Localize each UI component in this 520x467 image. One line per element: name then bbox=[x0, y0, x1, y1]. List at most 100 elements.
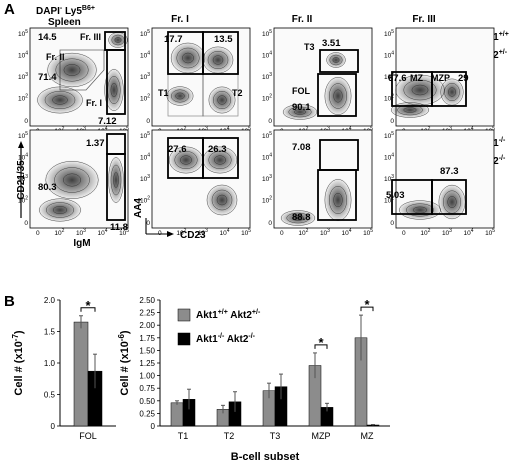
panel-letter-b: B bbox=[4, 293, 15, 310]
flow-x-tick-label: 103 bbox=[442, 228, 452, 237]
gate-label-fr-i: Fr. I bbox=[86, 98, 102, 108]
flow-y-tick-label: 105 bbox=[384, 131, 394, 140]
flow-y-tick-label: 105 bbox=[140, 29, 150, 38]
significance-bracket bbox=[360, 306, 374, 312]
flow-density-blob bbox=[108, 156, 124, 204]
gates-row1-panel1: Fr. III Fr. II Fr. I 14.5 71.4 7.12 bbox=[38, 31, 126, 127]
flow-contour bbox=[403, 79, 437, 101]
flow-contour bbox=[175, 92, 185, 100]
flow-density-blob bbox=[398, 200, 442, 220]
y-tick-label: 1.75 bbox=[139, 334, 155, 343]
flow-density-blob bbox=[280, 210, 316, 226]
pct-r1p1-a: 14.5 bbox=[38, 32, 57, 43]
gate-label-mz: MZ bbox=[410, 73, 423, 83]
significance-bracket bbox=[80, 307, 96, 312]
bar-charts: 0 0.5 1.0 1.5 2.0 Cell # (x10-7) FOL * 0 0.25 0.50… bbox=[11, 296, 390, 463]
flow-contour bbox=[55, 58, 89, 82]
flow-y-tick-label: 103 bbox=[262, 174, 272, 183]
flow-y-tick-label: 102 bbox=[18, 94, 28, 103]
flow-contour bbox=[110, 164, 122, 196]
x-tick-label: MZP bbox=[312, 431, 331, 441]
flow-y-tick-label: 102 bbox=[262, 196, 272, 205]
gate-fr-ii bbox=[59, 49, 105, 91]
flow-x-tick-label: 105 bbox=[119, 228, 129, 237]
y-tick-label: 0.75 bbox=[139, 384, 155, 393]
axis-label-cd23: CD23 bbox=[180, 230, 206, 241]
gates-row1-panel3: T3 FOL 3.51 90.1 bbox=[292, 38, 359, 117]
legend-swatch bbox=[177, 332, 191, 346]
flow-density-blob bbox=[202, 146, 238, 174]
flow-y-tick-label: 103 bbox=[262, 72, 272, 81]
flow-x-tick-label: 102 bbox=[54, 228, 64, 237]
x-tick-label: T2 bbox=[224, 431, 235, 441]
flow-density-blob bbox=[36, 86, 84, 114]
significance-star: * bbox=[318, 335, 324, 350]
pct-r1p3-a: 3.51 bbox=[322, 38, 341, 49]
flow-density-blob bbox=[166, 86, 194, 106]
pct-r2p3-a: 7.08 bbox=[292, 142, 311, 153]
x-tick-label: T3 bbox=[270, 431, 281, 441]
y-tick-label: 1.00 bbox=[139, 372, 155, 381]
flow-contour bbox=[208, 151, 232, 169]
flow-contour bbox=[212, 55, 224, 65]
flow-contour bbox=[166, 86, 194, 106]
flow-y-tick-label: 105 bbox=[262, 131, 272, 140]
flow-y-tick-label: 102 bbox=[262, 94, 272, 103]
flow-contour bbox=[47, 52, 97, 88]
flow-contour bbox=[324, 77, 352, 115]
flow-density-blob bbox=[170, 42, 206, 74]
gates-row2-panel3: 7.08 88.8 bbox=[292, 139, 359, 223]
bar-fol-series-1 bbox=[73, 321, 89, 427]
pct-r1p2-b: 13.5 bbox=[214, 34, 233, 45]
flow-contour bbox=[444, 83, 460, 101]
flow-x-tick-label: 104 bbox=[464, 228, 474, 237]
pct-r2p4-a: 5.03 bbox=[386, 190, 405, 201]
flow-contour bbox=[216, 194, 228, 206]
flow-contour bbox=[44, 91, 76, 109]
y-tick-label: 2.0 bbox=[44, 296, 56, 305]
flow-density-blob bbox=[324, 76, 352, 116]
pct-r1p4-b: 29 bbox=[458, 73, 469, 84]
flow-density-blob bbox=[326, 52, 346, 68]
bar-chart-1: 0 0.5 1.0 1.5 2.0 Cell # (x10-7) FOL * bbox=[11, 296, 116, 441]
flow-contour bbox=[39, 198, 81, 222]
flow-contour bbox=[110, 82, 118, 98]
column-title-fr-ii: Fr. II bbox=[292, 14, 313, 25]
panel-letter-a: A bbox=[4, 1, 15, 18]
flow-y-tick-label: 104 bbox=[384, 152, 394, 161]
flow-contour bbox=[329, 54, 343, 66]
flow-contour bbox=[286, 212, 310, 224]
gate-label-t1: T1 bbox=[158, 88, 169, 98]
flow-y-tick-label: 0 bbox=[268, 118, 272, 125]
flow-x-tick-label: 0 bbox=[280, 230, 284, 237]
pct-r2p2-b: 26.3 bbox=[208, 144, 227, 155]
flow-contour bbox=[45, 161, 99, 199]
flow-y-tick-label: 102 bbox=[140, 94, 150, 103]
flow-density-blob bbox=[208, 86, 236, 114]
flow-contour bbox=[208, 86, 236, 114]
flow-contour bbox=[63, 173, 81, 187]
flow-contour bbox=[329, 186, 347, 214]
gate-t2-lower bbox=[202, 73, 239, 117]
flow-y-tick-label: 104 bbox=[18, 152, 28, 161]
flow-y-tick-label: 104 bbox=[140, 152, 150, 161]
gate-t1-lower bbox=[167, 73, 204, 117]
flow-density-blob bbox=[282, 104, 318, 120]
flow-y-tick-label: 105 bbox=[384, 29, 394, 38]
flow-density-blob bbox=[206, 184, 238, 216]
y-axis-label: Cell # (x10-6) bbox=[117, 330, 131, 396]
flow-contour bbox=[326, 52, 346, 68]
flow-x-tick-label: 102 bbox=[298, 228, 308, 237]
y-tick-label: 0.25 bbox=[139, 409, 155, 418]
flow-contour bbox=[211, 189, 233, 211]
flow-density-blob bbox=[440, 78, 464, 106]
x-tick-label: MZ bbox=[361, 431, 374, 441]
axis-arrowhead-cd2135 bbox=[18, 141, 24, 148]
flow-contour bbox=[214, 155, 226, 165]
flow-panel-6: 0 0 102 102 103 103 104 104 105 105 bbox=[140, 129, 251, 237]
gate-label-t2: T2 bbox=[232, 88, 243, 98]
flow-density-blob bbox=[46, 52, 98, 88]
flow-x-tick-label: 105 bbox=[363, 228, 373, 237]
